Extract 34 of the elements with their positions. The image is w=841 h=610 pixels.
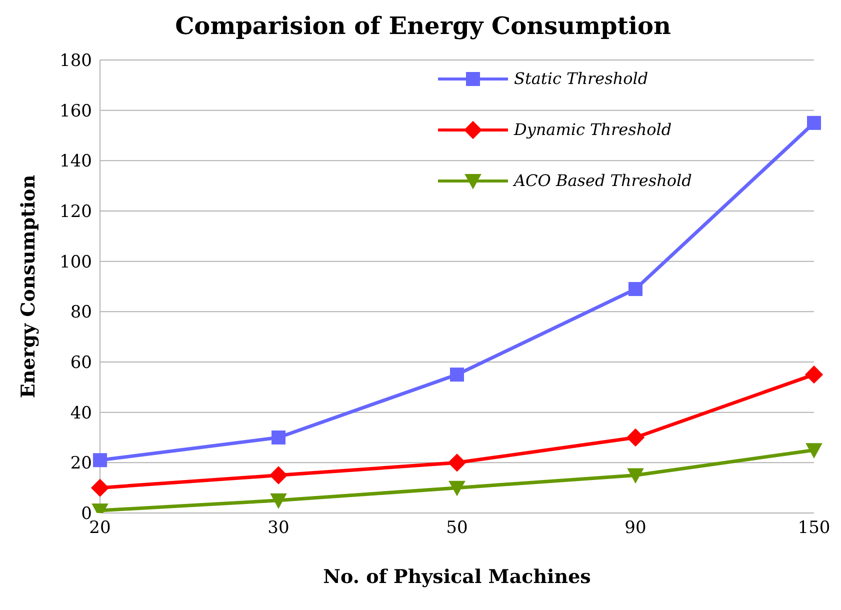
point [628,282,642,296]
point [270,493,287,509]
point [450,368,464,382]
x-tick-label: 50 [446,518,468,538]
y-tick-label: 100 [60,252,92,272]
y-tick-label: 20 [70,454,92,474]
point [804,365,824,384]
point [807,116,821,130]
y-tick-label: 60 [70,353,92,374]
x-tick-label: 30 [268,518,290,538]
legend-label: Static Threshold [514,69,648,88]
y-tick-label: 40 [70,403,92,424]
x-tick-label: 150 [798,518,830,538]
y-tick-label: 140 [60,152,92,172]
point [626,428,645,447]
point [806,443,822,458]
y-tick-label: 160 [60,101,92,122]
point [90,478,110,497]
point [93,453,107,468]
x-axis-title: No. of Physical Machines [323,566,591,588]
y-tick-label: 80 [70,302,92,323]
x-tick-label: 20 [89,518,111,538]
point [272,430,286,444]
y-tick-label: 120 [60,202,92,222]
y-axis-title: Energy Consumption [18,174,40,398]
point [627,468,644,484]
legend-label: ACO Based Threshold [514,171,692,190]
point [269,466,288,484]
chart-title: Comparision of Energy Consumption [174,10,672,42]
x-tick-label: 90 [624,518,646,538]
y-tick-label: 180 [60,51,92,72]
point [448,480,466,496]
legend-label: Dynamic Threshold [514,120,672,139]
point [448,454,466,472]
